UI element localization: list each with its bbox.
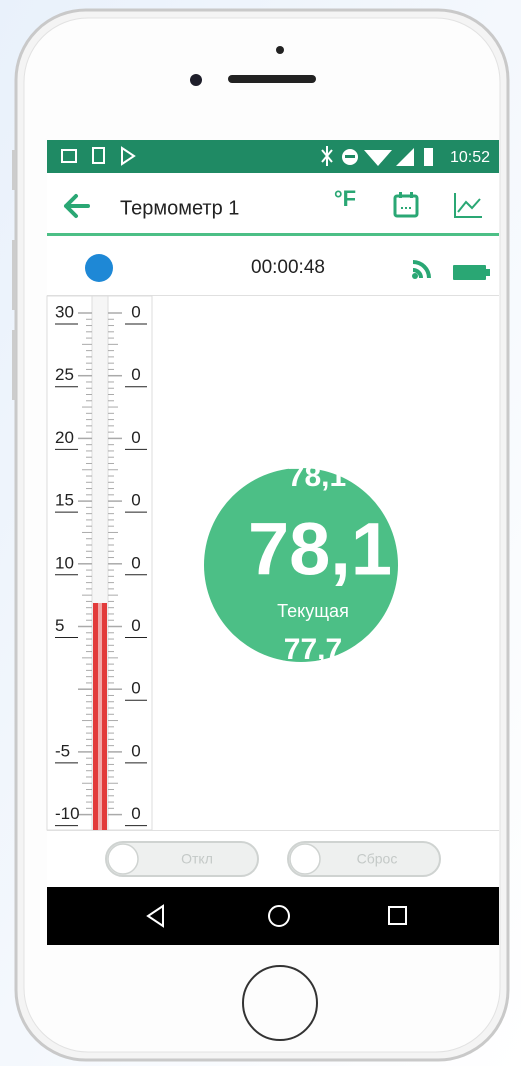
scale-label-right: 0: [131, 302, 140, 321]
scale-label-right: 0: [131, 553, 140, 572]
scale-label-left: 20: [55, 428, 74, 447]
camera: [190, 74, 202, 86]
side-button: [12, 330, 16, 400]
gauge-current-label: Текущая: [277, 601, 349, 621]
signal-dot: [412, 273, 418, 279]
scale-label-left: 10: [55, 553, 74, 572]
gauge-min: 77,7: [284, 633, 342, 666]
scale-label-left: 5: [55, 616, 64, 635]
phone-screenshot: 10:52 Термометр 1 °F 00:00:48 30 25 20 15 10…: [0, 0, 521, 1066]
off-switch-label: Откл: [181, 851, 213, 867]
sensor: [276, 46, 284, 54]
scale-label-right: 0: [131, 804, 140, 823]
scale-label-right: 0: [131, 679, 140, 698]
calendar-ring: [410, 192, 413, 198]
reset-switch-label: Сброс: [357, 851, 398, 867]
battery-icon: [424, 148, 433, 166]
thermometer-highlight: [98, 603, 102, 830]
switch-knob: [108, 844, 138, 874]
calendar-ring: [399, 192, 402, 198]
side-button: [12, 150, 16, 190]
speaker: [228, 75, 316, 83]
scale-label-right: 0: [131, 365, 140, 384]
dnd-icon-bar: [345, 155, 355, 158]
battery-level: [453, 265, 486, 280]
unit-toggle[interactable]: °F: [334, 186, 356, 211]
scale-label-right: 0: [131, 741, 140, 760]
gauge-current: 78,1: [248, 508, 392, 591]
scale-label-left: -10: [55, 804, 80, 823]
page: 10:52 Термометр 1 °F 00:00:48 30 25 20 15 10…: [0, 0, 521, 1066]
nav-bar: [47, 887, 499, 945]
gauge-max: 78,1: [288, 460, 346, 493]
scale-label-right: 0: [131, 616, 140, 635]
scale-label-right: 0: [131, 491, 140, 510]
scale-label-right: 0: [131, 428, 140, 447]
status-time: 10:52: [450, 149, 490, 166]
timer: 00:00:48: [251, 257, 325, 278]
status-dot: [85, 254, 113, 282]
switch-knob: [290, 844, 320, 874]
side-button: [12, 240, 16, 310]
scale-label-left: 15: [55, 491, 74, 510]
app-title: Термометр 1: [120, 197, 239, 219]
scale-label-left: 30: [55, 302, 74, 321]
scale-label-left: -5: [55, 741, 70, 760]
battery-tip: [486, 269, 490, 276]
scale-label-left: 25: [55, 365, 74, 384]
app-bar-divider: [47, 233, 499, 236]
divider: [47, 830, 499, 831]
